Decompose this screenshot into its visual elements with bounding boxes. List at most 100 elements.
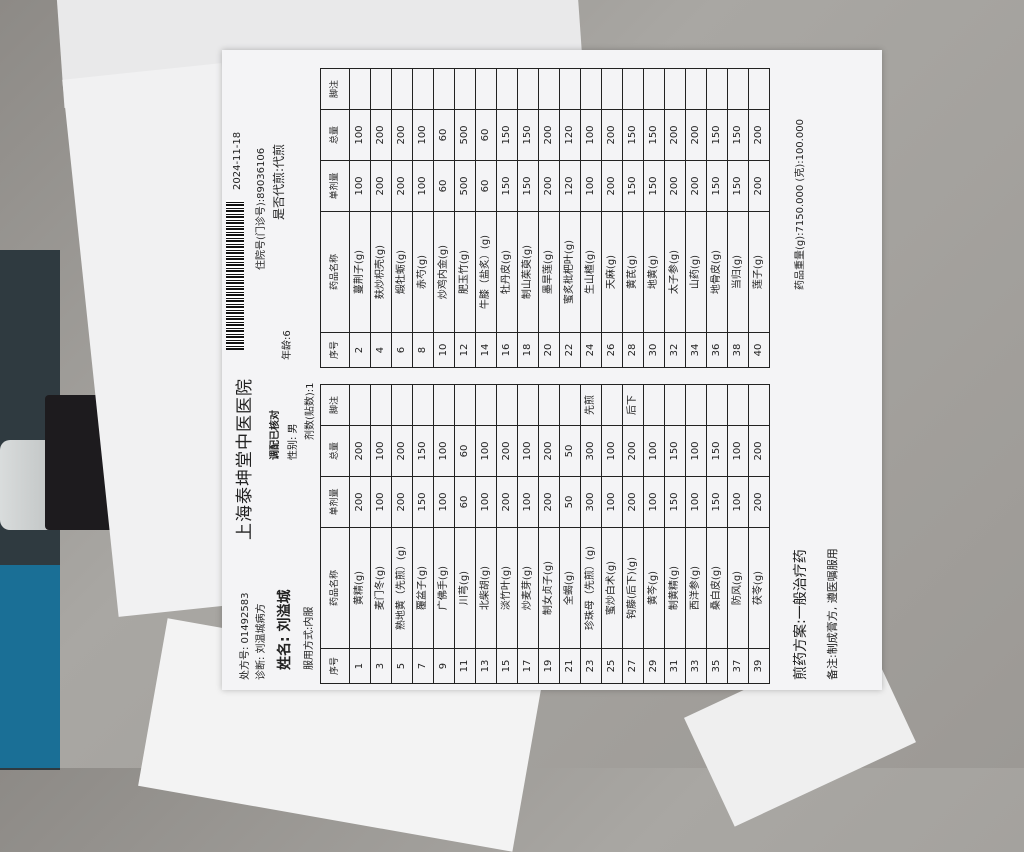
footnote (643, 384, 665, 426)
table-row: 36 地骨皮(g) 150 150 (706, 68, 728, 368)
total-amount: 100 (685, 425, 707, 477)
barcode (226, 200, 244, 350)
row-number: 26 (601, 332, 623, 368)
row-number: 11 (454, 648, 476, 684)
table-header-row: 序号 药品名称 单剂量 总量 脚注 (320, 68, 350, 368)
table-row: 7 覆盆子(g) 150 150 (412, 384, 434, 684)
footnote (391, 68, 413, 110)
table-row: 27 钩藤(后下)(g) 200 200 后下 (622, 384, 644, 684)
medicine-name: 黄精(g) (349, 527, 371, 649)
footnote (496, 384, 518, 426)
footnote (370, 68, 392, 110)
medicine-name: 淡竹叶(g) (496, 527, 518, 649)
total-amount: 150 (517, 109, 539, 161)
row-number: 7 (412, 648, 434, 684)
single-dose: 200 (349, 476, 371, 528)
table-row: 11 川芎(g) 60 60 (454, 384, 476, 684)
medicine-name: 全蝎(g) (559, 527, 581, 649)
single-dose: 100 (580, 160, 602, 212)
column-header: 药品名称 (320, 527, 350, 649)
table-row: 28 黄芪(g) 150 150 (622, 68, 644, 368)
row-number: 31 (664, 648, 686, 684)
footnote: 后下 (622, 384, 644, 426)
table-row: 14 牛膝（盐炙）(g) 60 60 (475, 68, 497, 368)
total-amount: 150 (643, 109, 665, 161)
single-dose: 200 (601, 160, 623, 212)
single-dose: 100 (601, 476, 623, 528)
diagnosis: 诊断: 刘温城病方 (256, 603, 267, 680)
total-amount: 200 (601, 109, 623, 161)
row-number: 9 (433, 648, 455, 684)
single-dose: 150 (643, 160, 665, 212)
single-dose: 200 (538, 476, 560, 528)
patient-name: 姓名: 刘溢城 (277, 589, 293, 670)
single-dose: 200 (496, 476, 518, 528)
single-dose: 150 (517, 160, 539, 212)
table-row: 34 山药(g) 200 200 (685, 68, 707, 368)
footnote (706, 384, 728, 426)
footnote (643, 68, 665, 110)
total-weight: 药品重量(g):7150.000 (克):100.000 (795, 119, 806, 290)
table-row: 20 墨旱莲(g) 200 200 (538, 68, 560, 368)
medicine-name: 珍珠母（先煎）(g) (580, 527, 602, 649)
footnote (454, 68, 476, 110)
medicine-name: 蜜炒白术(g) (601, 527, 623, 649)
total-amount: 150 (706, 425, 728, 477)
row-number: 27 (622, 648, 644, 684)
table-row: 12 肥玉竹(g) 500 500 (454, 68, 476, 368)
total-amount: 150 (664, 425, 686, 477)
medicine-name: 制女贞子(g) (538, 527, 560, 649)
total-amount: 100 (601, 425, 623, 477)
row-number: 14 (475, 332, 497, 368)
medicine-name: 天麻(g) (601, 211, 623, 333)
row-number: 38 (727, 332, 749, 368)
footnote (454, 384, 476, 426)
footnote (685, 68, 707, 110)
row-number: 15 (496, 648, 518, 684)
medicine-table-left: 序号 药品名称 单剂量 总量 脚注 1 黄精(g) 200 200 3 麦门冬(g) 100 100 5 熟… (320, 384, 770, 684)
row-number: 3 (370, 648, 392, 684)
row-number: 13 (475, 648, 497, 684)
row-number: 35 (706, 648, 728, 684)
table-row: 16 牡丹皮(g) 150 150 (496, 68, 518, 368)
row-number: 21 (559, 648, 581, 684)
row-number: 40 (748, 332, 770, 368)
table-row: 26 天麻(g) 200 200 (601, 68, 623, 368)
single-dose: 60 (475, 160, 497, 212)
single-dose: 50 (559, 476, 581, 528)
row-number: 12 (454, 332, 476, 368)
single-dose: 200 (391, 476, 413, 528)
medicine-name: 麸炒枳壳(g) (370, 211, 392, 333)
footnote (412, 384, 434, 426)
medicine-name: 墨旱莲(g) (538, 211, 560, 333)
medicine-name: 桑白皮(g) (706, 527, 728, 649)
single-dose: 100 (685, 476, 707, 528)
table-row: 21 全蝎(g) 50 50 (559, 384, 581, 684)
total-amount: 100 (727, 425, 749, 477)
total-amount: 150 (706, 109, 728, 161)
total-amount: 100 (643, 425, 665, 477)
row-number: 19 (538, 648, 560, 684)
medicine-name: 煅牡蛎(g) (391, 211, 413, 333)
row-number: 10 (433, 332, 455, 368)
footnote (391, 384, 413, 426)
medicine-name: 太子参(g) (664, 211, 686, 333)
table-row: 9 广佛手(g) 100 100 (433, 384, 455, 684)
medicine-name: 钩藤(后下)(g) (622, 527, 644, 649)
total-amount: 200 (370, 109, 392, 161)
column-header: 序号 (320, 648, 350, 684)
single-dose: 100 (349, 160, 371, 212)
single-dose: 300 (580, 476, 602, 528)
prescription-number: 处方号: 01492583 (240, 592, 251, 680)
total-amount: 100 (412, 109, 434, 161)
footnote (664, 384, 686, 426)
total-amount: 60 (433, 109, 455, 161)
background-folder (0, 565, 60, 768)
hospital-name: 上海泰坤堂中医医院 (235, 378, 255, 540)
decoct-status: 是否代煎:代煎 (272, 143, 286, 220)
row-number: 24 (580, 332, 602, 368)
column-header: 序号 (320, 332, 350, 368)
total-amount: 200 (538, 425, 560, 477)
medicine-name: 黄芩(g) (643, 527, 665, 649)
medicine-name: 制山茱萸(g) (517, 211, 539, 333)
